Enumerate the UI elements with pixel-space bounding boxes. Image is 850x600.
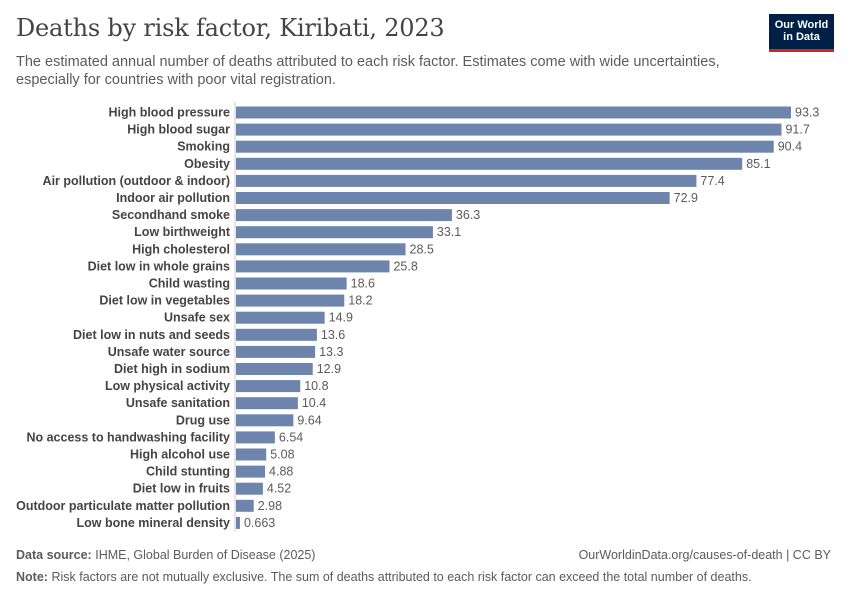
- category-label: High alcohol use: [130, 448, 230, 462]
- bar[interactable]: [236, 106, 791, 119]
- bar[interactable]: [236, 516, 240, 529]
- source-url-link[interactable]: OurWorldinData.org/causes-of-death | CC …: [578, 548, 831, 562]
- bar[interactable]: [236, 140, 774, 153]
- bar[interactable]: [236, 345, 316, 358]
- bar[interactable]: [236, 277, 347, 290]
- category-label: Air pollution (outdoor & indoor): [43, 174, 230, 188]
- category-label: Obesity: [184, 157, 230, 171]
- value-label: 10.4: [302, 396, 326, 410]
- value-label: 14.9: [329, 311, 353, 325]
- category-label: Secondhand smoke: [112, 208, 230, 222]
- note-text: Risk factors are not mutually exclusive.…: [51, 570, 752, 584]
- value-label: 6.54: [279, 430, 303, 444]
- category-label: Low birthweight: [134, 225, 231, 239]
- category-label: High blood sugar: [127, 123, 230, 137]
- category-label: Unsafe sanitation: [126, 396, 230, 410]
- note-label: Note:: [16, 570, 48, 584]
- value-label: 13.3: [319, 345, 343, 359]
- chart-note: Note: Risk factors are not mutually excl…: [16, 570, 752, 584]
- bar[interactable]: [236, 380, 301, 393]
- value-label: 18.6: [351, 277, 375, 291]
- value-label: 13.6: [321, 328, 345, 342]
- bar[interactable]: [236, 397, 298, 410]
- data-source: Data source: IHME, Global Burden of Dise…: [16, 548, 315, 562]
- value-label: 36.3: [456, 208, 480, 222]
- category-label: Child stunting: [146, 465, 230, 479]
- value-label: 10.8: [304, 379, 328, 393]
- bar-chart: High blood pressure 93.3 High blood sugar 9…: [16, 102, 819, 532]
- bar[interactable]: [236, 209, 452, 222]
- bar[interactable]: [236, 123, 782, 136]
- bar[interactable]: [236, 260, 390, 273]
- value-label: 28.5: [410, 242, 434, 256]
- category-label: No access to handwashing facility: [26, 430, 230, 444]
- category-label: Child wasting: [149, 277, 230, 291]
- value-label: 25.8: [393, 259, 417, 273]
- category-label: Low bone mineral density: [77, 516, 231, 530]
- value-label: 12.9: [317, 362, 341, 376]
- bar[interactable]: [236, 226, 433, 239]
- bar[interactable]: [236, 157, 743, 170]
- value-label: 33.1: [437, 225, 461, 239]
- category-label: Low physical activity: [105, 379, 230, 393]
- owid-logo[interactable]: Our World in Data: [769, 14, 834, 52]
- category-label: Smoking: [177, 140, 230, 154]
- category-label: Diet low in fruits: [133, 482, 230, 496]
- category-label: Diet low in vegetables: [99, 294, 230, 308]
- value-label: 4.52: [267, 482, 291, 496]
- bar[interactable]: [236, 328, 317, 341]
- data-source-link[interactable]: IHME, Global Burden of Disease (2025): [95, 548, 316, 562]
- value-label: 91.7: [785, 123, 809, 137]
- bar[interactable]: [236, 499, 254, 512]
- logo-line-1: Our World: [774, 19, 829, 31]
- category-label: Indoor air pollution: [116, 191, 230, 205]
- data-source-label: Data source:: [16, 548, 92, 562]
- bar[interactable]: [236, 414, 294, 427]
- bar[interactable]: [236, 192, 670, 204]
- bar[interactable]: [236, 465, 266, 478]
- bar[interactable]: [236, 311, 325, 324]
- value-label: 4.88: [269, 465, 293, 479]
- category-label: Unsafe water source: [108, 345, 230, 359]
- chart-title: Deaths by risk factor, Kiribati, 2023: [16, 14, 445, 42]
- value-label: 72.9: [674, 191, 698, 205]
- value-label: 77.4: [700, 174, 724, 188]
- logo-line-2: in Data: [783, 31, 820, 43]
- value-label: 85.1: [746, 157, 770, 171]
- value-label: 9.64: [297, 413, 321, 427]
- bar[interactable]: [236, 482, 263, 495]
- value-label: 93.3: [795, 106, 819, 120]
- category-label: Diet low in whole grains: [88, 259, 230, 273]
- bar[interactable]: [236, 243, 406, 256]
- category-label: Outdoor particulate matter pollution: [16, 499, 230, 513]
- category-label: Drug use: [176, 413, 230, 427]
- value-label: 18.2: [348, 294, 372, 308]
- category-label: Unsafe sex: [164, 311, 230, 325]
- value-label: 5.08: [270, 448, 294, 462]
- bar[interactable]: [236, 294, 345, 307]
- value-label: 0.663: [244, 516, 275, 530]
- bar[interactable]: [236, 448, 267, 461]
- value-label: 2.98: [258, 499, 282, 513]
- chart-subtitle: The estimated annual number of deaths at…: [16, 54, 720, 88]
- bar[interactable]: [236, 431, 275, 444]
- bar[interactable]: [236, 363, 313, 375]
- category-label: High blood pressure: [108, 106, 230, 120]
- category-label: High cholesterol: [132, 242, 230, 256]
- bar[interactable]: [236, 174, 697, 187]
- value-label: 90.4: [778, 140, 802, 154]
- category-label: Diet low in nuts and seeds: [73, 328, 230, 342]
- category-label: Diet high in sodium: [114, 362, 230, 376]
